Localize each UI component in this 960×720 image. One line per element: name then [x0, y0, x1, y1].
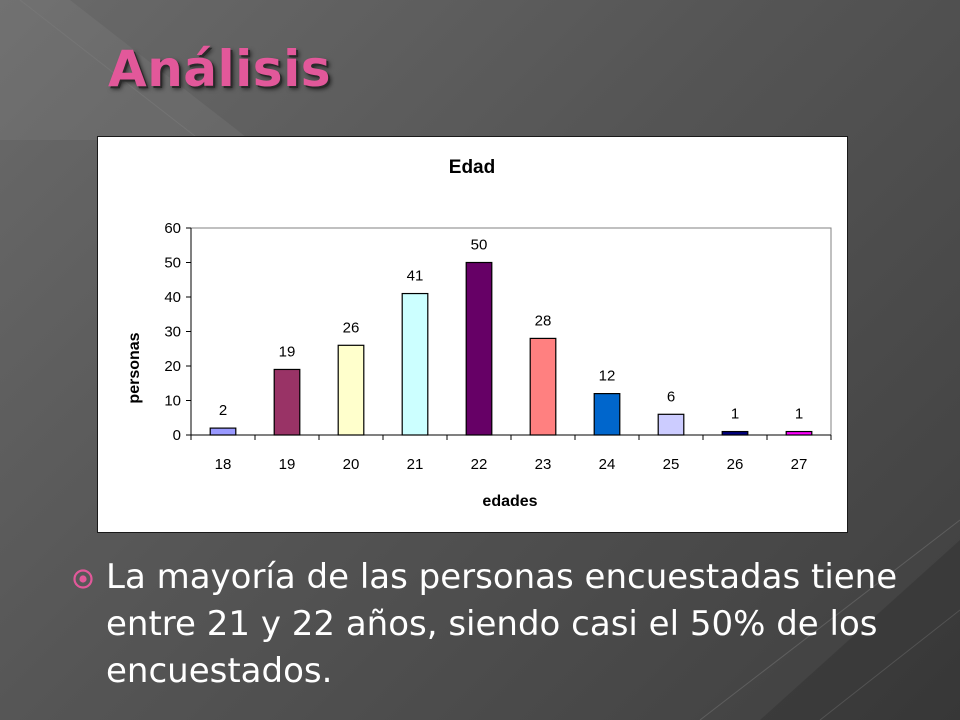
x-tick-label: 27 [791, 456, 808, 473]
bar-chart: Edad personas edades 0 10 20 30 40 50 60 2 18 19 1… [97, 136, 848, 533]
bar-value-label: 2 [219, 402, 227, 419]
bar-22 [465, 261, 493, 436]
bar-21 [401, 292, 429, 436]
x-tick-label: 20 [343, 456, 360, 473]
y-tick-label: 50 [164, 255, 181, 272]
y-tick-label: 60 [164, 220, 181, 237]
x-tick-label: 21 [407, 456, 424, 473]
y-tick-label: 40 [164, 289, 181, 306]
x-tick-label: 26 [727, 456, 744, 473]
chart-y-axis-label: personas [126, 332, 143, 403]
x-tick-label: 24 [599, 456, 616, 473]
x-tick-label: 23 [535, 456, 552, 473]
x-tick-label: 22 [471, 456, 488, 473]
bar-27 [785, 430, 813, 436]
y-tick-label: 30 [164, 324, 181, 341]
bar-25 [657, 413, 685, 436]
bar-value-label: 50 [471, 237, 488, 254]
bullet-item-text: La mayoría de las personas encuestadas t… [106, 557, 898, 691]
bar-value-label: 1 [795, 406, 803, 423]
y-tick-label: 20 [164, 358, 181, 375]
bar-value-label: 41 [407, 268, 424, 285]
bar-value-label: 1 [731, 406, 739, 423]
x-tick-label: 25 [663, 456, 680, 473]
plot-area: 0 10 20 30 40 50 60 2 18 19 19 26 20 41 21 50 22 28 23 12 24… [164, 220, 832, 473]
bar-18 [209, 427, 237, 436]
bar-value-label: 6 [667, 388, 675, 405]
chart-canvas: Edad personas edades 0 10 20 30 40 50 60 2 18 19 1… [126, 157, 832, 510]
bar-19 [273, 368, 301, 436]
bar-value-label: 19 [279, 343, 296, 360]
y-tick-label: 0 [173, 427, 181, 444]
chart-x-axis-label: edades [482, 493, 537, 510]
bar-26 [721, 430, 749, 436]
bar-23 [529, 337, 557, 436]
bar-value-label: 28 [535, 312, 552, 329]
bar-value-label: 26 [343, 319, 360, 336]
x-tick-label: 18 [215, 456, 232, 473]
target-bullet-icon [73, 569, 93, 589]
chart-title: Edad [449, 157, 495, 178]
bar-20 [337, 344, 365, 436]
bar-24 [593, 393, 621, 436]
bar-value-label: 12 [599, 368, 616, 385]
y-tick-label: 10 [164, 393, 181, 410]
x-tick-label: 19 [279, 456, 296, 473]
slide-title: Análisis [108, 40, 331, 98]
